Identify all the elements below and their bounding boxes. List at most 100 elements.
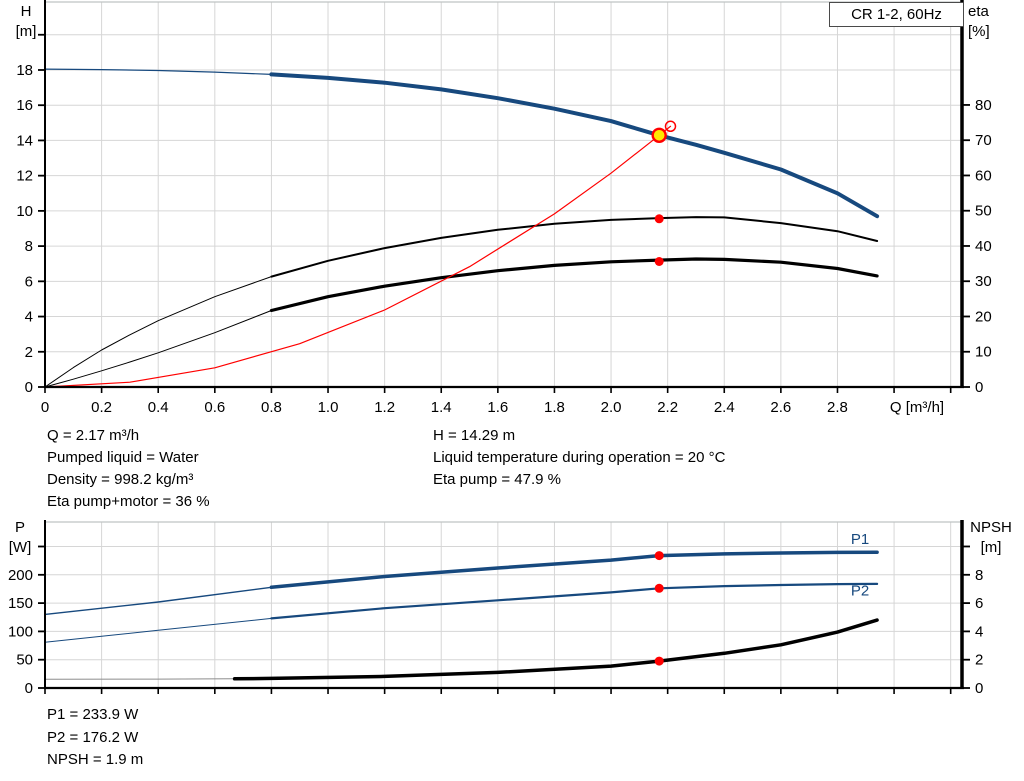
y-tick-label-right: 30	[975, 273, 992, 290]
x-tick-label: 0.2	[91, 399, 112, 416]
y-tick-label-left: 8	[25, 238, 33, 255]
y-tick-label-left: 18	[16, 62, 33, 79]
y-tick-label-left: 50	[16, 652, 33, 669]
curve-system-curve	[44, 125, 672, 388]
y-tick-label-left: 12	[16, 168, 33, 185]
y-tick-label-left: 16	[16, 97, 33, 114]
x-tick-label: 2.2	[657, 399, 678, 416]
hq-eta-chart[interactable]: 0 0.2 0.4 0.6 0.8 1.0 1.2 1.4 1.6 1.8 2.0 2.2 2.4 2.6…	[16, 0, 992, 416]
eta-axis-label: eta	[968, 3, 989, 20]
npsh-axis-label: NPSH	[970, 519, 1012, 536]
power-npsh-chart[interactable]: P2 P1 0 50 100 150 200 0 2 4 6 8	[8, 520, 983, 697]
plot-area[interactable]	[45, 2, 962, 387]
series-qh	[44, 68, 880, 219]
p-axis-unit: [W]	[8, 539, 32, 556]
duty-markers	[651, 120, 677, 266]
x-tick-label: 2.8	[827, 399, 848, 416]
readout-q: Q = 2.17 m³/h	[47, 427, 140, 444]
curve-qh	[269, 72, 880, 219]
y-tick-label-right: 6	[975, 595, 983, 612]
duty-readout-right: H = 14.29 m Liquid temperature during op…	[433, 425, 725, 491]
power-readout: P1 = 233.9 W P2 = 176.2 W NPSH = 1.9 m	[47, 704, 143, 772]
y-tick-label-right: 10	[975, 344, 992, 361]
series-system-curve	[44, 125, 672, 388]
readout-liquid-temp: Liquid temperature during operation = 20…	[433, 449, 726, 466]
eta-axis-unit: [%]	[968, 23, 990, 40]
curve-eta-pump-motor	[44, 310, 272, 388]
x-tick-label: 1.6	[487, 399, 508, 416]
y-tick-label-left: 2	[25, 344, 33, 361]
readout-pumped-liquid: Pumped liquid = Water	[47, 449, 199, 466]
y-tick-label-right: 2	[975, 652, 983, 669]
nominal-duty-point	[664, 120, 677, 133]
x-tick-label: 2.6	[770, 399, 791, 416]
y-tick-label-right: 40	[975, 238, 992, 255]
y-tick-label-right: 0	[975, 379, 983, 396]
axes: 0 0.2 0.4 0.6 0.8 1.0 1.2 1.4 1.6 1.8 2.0 2.2 2.4 2.6…	[16, 0, 992, 416]
y-tick-label-left: 100	[8, 623, 33, 640]
curve-p2	[44, 617, 272, 643]
curve-label-p2: P2	[851, 583, 869, 600]
series-eta-pump	[44, 216, 879, 388]
readout-eta-pump-motor: Eta pump+motor = 36 %	[47, 493, 210, 510]
axes: 0 50 100 150 200 0 2 4 6 8	[8, 520, 983, 697]
eta-pump-motor-duty-dot	[654, 257, 664, 266]
y-tick-label-left: 150	[8, 595, 33, 612]
h-axis-unit: [m]	[15, 23, 37, 40]
gridlines	[45, 1, 962, 387]
curve-eta-pump-motor	[269, 257, 879, 313]
readout-density: Density = 998.2 kg/m³	[47, 471, 194, 488]
y-tick-label-left: 0	[25, 680, 33, 697]
series-eta-pump-motor	[44, 257, 879, 388]
y-tick-label-right: 20	[975, 308, 992, 325]
series-npsh	[44, 618, 879, 681]
duty-markers	[654, 551, 664, 666]
y-tick-label-right: 8	[975, 567, 983, 584]
eta-pump-duty-dot	[654, 214, 664, 224]
y-tick-label-right: 70	[975, 132, 992, 149]
curve-qh	[44, 68, 272, 76]
duty-point[interactable]	[651, 127, 667, 144]
npsh-duty-dot	[654, 656, 664, 666]
x-tick-label: 0.4	[148, 399, 169, 416]
y-tick-label-right: 4	[975, 623, 983, 640]
x-tick-label: 0.6	[204, 399, 225, 416]
readout-h: H = 14.29 m	[433, 427, 516, 444]
y-tick-label-right: 80	[975, 97, 992, 114]
x-tick-label: 1.0	[318, 399, 339, 416]
npsh-axis-unit: [m]	[980, 539, 1002, 556]
x-tick-label: 1.2	[374, 399, 395, 416]
y-tick-label-right: 0	[975, 680, 983, 697]
x-tick-label: 2.0	[601, 399, 622, 416]
y-tick-label-right: 60	[975, 167, 992, 184]
x-tick-label: 1.4	[431, 399, 452, 416]
pump-model-badge: CR 1-2, 60Hz	[829, 2, 964, 27]
y-tick-label-left: 4	[25, 309, 33, 326]
y-tick-label-left: 0	[25, 379, 33, 396]
x-tick-label: 0	[41, 399, 49, 416]
h-axis-label: H	[20, 3, 32, 20]
curve-p1	[44, 586, 273, 616]
x-tick-label: 0.8	[261, 399, 282, 416]
y-tick-label-right: 50	[975, 203, 992, 220]
readout-p1: P1 = 233.9 W	[47, 706, 139, 723]
duty-readout-left: Q = 2.17 m³/h Pumped liquid = Water Dens…	[47, 425, 210, 513]
curve-npsh	[232, 618, 879, 681]
x-tick-label: 2.4	[714, 399, 735, 416]
y-tick-label-left: 14	[16, 132, 33, 149]
p2-duty-dot	[654, 583, 664, 593]
readout-p2: P2 = 176.2 W	[47, 728, 139, 746]
plot-area[interactable]	[45, 522, 962, 688]
gridlines	[45, 521, 962, 688]
p-axis-label: P	[14, 519, 25, 536]
q-axis-label: Q [m³/h]	[889, 399, 945, 416]
readout-eta-pump: Eta pump = 47.9 %	[433, 471, 561, 488]
x-tick-label: 1.8	[544, 399, 565, 416]
readout-npsh: NPSH = 1.9 m	[47, 751, 144, 768]
curve-eta-pump	[44, 276, 272, 388]
curve-eta-pump	[270, 216, 879, 278]
p1-duty-dot	[654, 551, 664, 561]
y-tick-label-left: 200	[8, 567, 33, 584]
